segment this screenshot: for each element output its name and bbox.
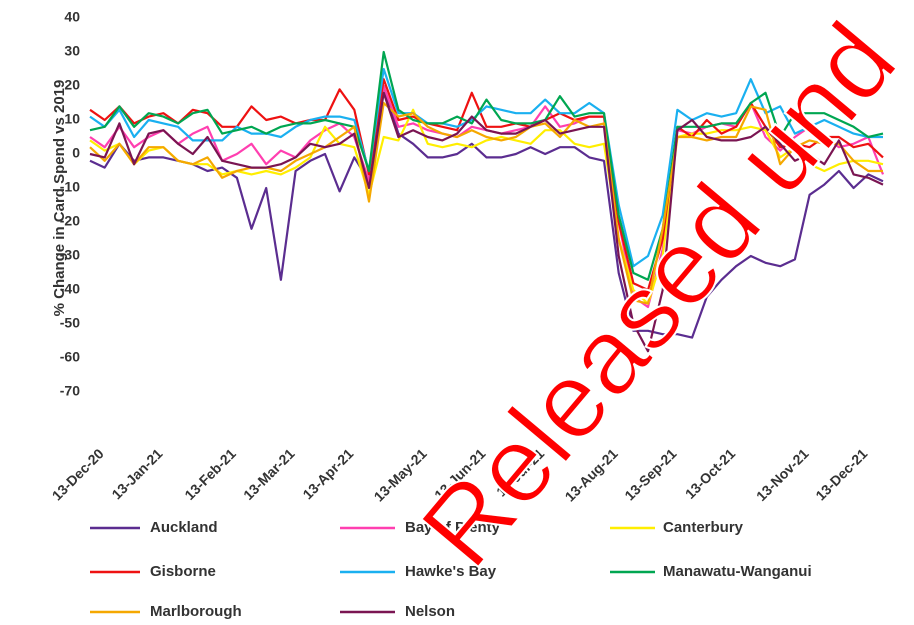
y-tick-label: -60 [60, 349, 80, 365]
y-tick-label: 10 [64, 111, 80, 127]
legend-label: Nelson [405, 603, 455, 620]
x-tick-label: 13-Feb-21 [181, 445, 239, 503]
y-tick-label: -30 [60, 247, 80, 263]
y-tick-label: 30 [64, 43, 80, 59]
legend-label: Canterbury [663, 519, 744, 536]
legend: Auckland Bay of Plenty Canterbury Gisborne H… [90, 519, 812, 620]
series-line [89, 67, 883, 268]
series-line [89, 108, 884, 305]
y-tick-label: 20 [64, 77, 80, 93]
y-tick-label: -20 [60, 213, 80, 229]
x-tick-label: 13-Jan-21 [108, 445, 165, 502]
legend-label: Marlborough [150, 603, 242, 620]
x-tick-label: 13-Dec-21 [812, 445, 870, 503]
legend-label: Bay of Plenty [405, 519, 501, 536]
x-tick-label: 13-Oct-21 [682, 445, 739, 502]
series-line [89, 84, 884, 339]
y-tick-label: -40 [60, 281, 80, 297]
y-tick-label: -70 [60, 383, 80, 399]
legend-label: Manawatu-Wanganui [663, 563, 812, 580]
watermark: Released und [398, 0, 914, 588]
y-tick-label: -10 [60, 179, 80, 195]
legend-label: Gisborne [150, 563, 216, 580]
series-line [89, 50, 884, 281]
y-tick-label: 40 [64, 9, 80, 25]
legend-label: Auckland [150, 519, 218, 536]
x-tick-label: 13-Sep-21 [621, 445, 679, 503]
y-axis-label: % Change in Card Spend vs 2019 [51, 80, 68, 317]
x-tick-label: 13-Nov-21 [753, 445, 812, 504]
y-tick-label: 0 [72, 145, 80, 161]
y-tick-label: -50 [60, 315, 80, 331]
legend-label: Hawke's Bay [405, 563, 497, 580]
x-tick-label: 13-Dec-20 [49, 445, 107, 503]
x-tick-label: 13-Apr-21 [299, 445, 356, 502]
series-line [89, 91, 884, 353]
series-line [89, 101, 883, 305]
x-tick-label: 13-Mar-21 [240, 445, 298, 503]
